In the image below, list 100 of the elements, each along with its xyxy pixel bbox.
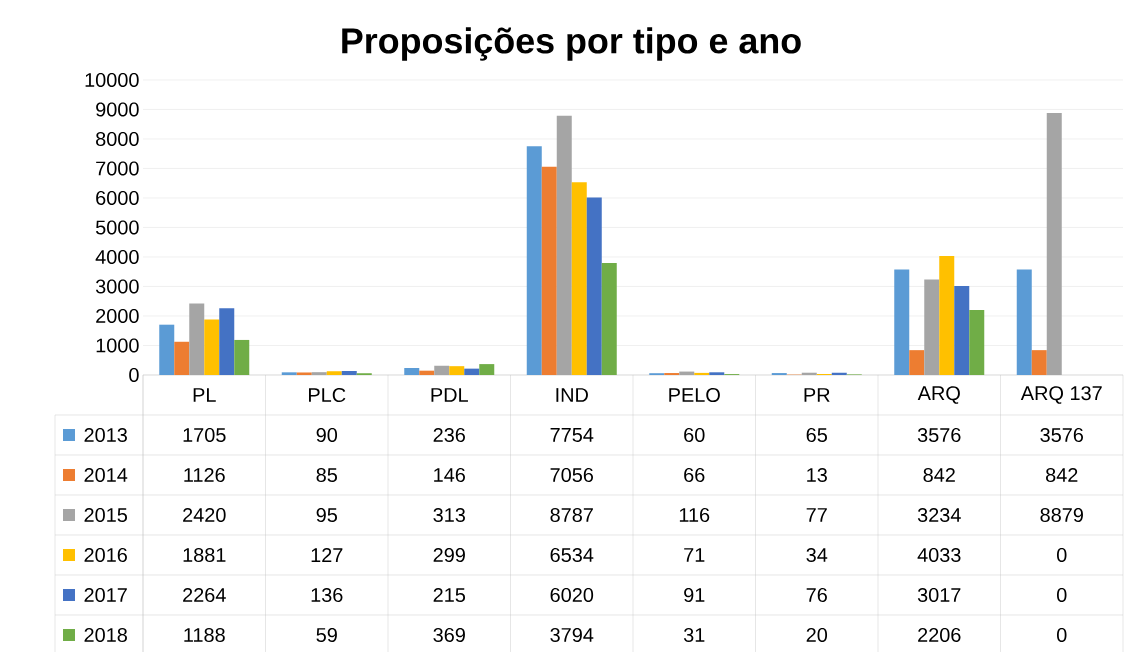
x-tick-label: IND [556,388,588,402]
y-tick-label: 9000 [96,102,139,117]
x-tick-label: ARQ 137 [1020,386,1102,404]
bar [1046,113,1062,375]
data-label: 3234 [917,507,961,523]
data-label: 31 [683,627,705,643]
bar [571,182,587,375]
data-label: 2206 [918,627,961,643]
bar [204,319,220,375]
data-label: 3576 [917,427,961,443]
bar [894,269,910,375]
y-tick-label: 10000 [85,72,139,88]
bar [939,256,955,375]
data-label: 1881 [183,547,226,563]
bar [541,166,557,375]
legend-label: 2014 [84,467,128,483]
data-label: 842 [1045,467,1078,483]
bar [419,370,435,375]
data-label: 91 [684,587,705,603]
data-label: 90 [316,427,338,443]
data-label: 85 [316,467,337,483]
bar [954,285,970,375]
bar [464,368,480,375]
legend-label: 2013 [84,427,127,443]
x-tick-label: PR [804,388,830,402]
data-label: 60 [684,427,705,443]
bar [326,371,342,375]
bar [296,372,312,375]
data-label: 66 [684,467,705,483]
data-label: 65 [806,427,827,443]
y-tick-label: 1000 [96,338,139,353]
bar [434,365,450,375]
chart-title: Proposições por tipo e ano [342,27,801,61]
data-label: 1188 [184,627,225,643]
bar [341,370,357,375]
data-label: 127 [311,548,343,562]
bar [219,308,235,375]
x-tick-label: PL [193,388,216,402]
data-label: 71 [684,548,705,562]
data-label: 95 [316,507,337,523]
y-tick-label: 8000 [96,131,139,147]
data-label: 0 [1056,627,1067,643]
bar [586,197,602,375]
data-label: 6534 [550,547,594,563]
data-label: 136 [311,587,343,603]
data-label: 116 [679,507,710,523]
bar [969,309,985,375]
y-tick-label: 5000 [95,220,139,235]
bar [311,372,327,375]
bar [449,366,465,375]
data-label: 236 [433,427,465,443]
bar [281,372,297,375]
data-label: 20 [806,627,828,643]
bar [709,372,725,375]
data-label: 1126 [184,467,225,483]
data-label: 77 [806,508,827,522]
bar [1031,350,1047,375]
data-label: 842 [923,467,955,483]
data-label: 7754 [550,428,594,442]
data-label: 76 [806,587,827,603]
bar [479,364,495,375]
bar [189,303,205,375]
data-label: 8787 [550,507,593,523]
bar [1016,269,1032,375]
data-label: 3794 [550,627,594,643]
legend-label: 2016 [84,547,127,563]
legend-label: 2018 [84,627,127,643]
data-label: 3576 [1040,427,1084,443]
bar [234,339,250,375]
data-label: 2420 [183,507,226,523]
data-label: 7056 [550,467,594,483]
data-label: 13 [807,467,827,483]
x-tick-label: PDL [431,388,468,402]
data-label: 6020 [550,587,594,603]
y-tick-label: 6000 [96,190,139,206]
data-label: 0 [1056,547,1067,563]
y-tick-label: 4000 [95,249,139,265]
x-tick-label: PELO [669,387,720,403]
y-tick-label: 3000 [95,279,139,294]
legend-label: 2017 [84,587,127,603]
bar [404,368,420,375]
bar [159,324,175,375]
data-label: 369 [433,627,465,643]
data-label: 2264 [183,587,226,603]
legend-label: 2015 [84,507,128,523]
data-label: 146 [434,467,465,483]
data-label: 3017 [917,587,961,603]
data-label: 299 [433,547,465,563]
bar [556,115,572,375]
bar [909,350,925,375]
data-label: 59 [316,627,337,643]
bar [526,146,542,375]
y-tick-label: 7000 [96,161,139,176]
bar [174,341,190,375]
bar [601,263,617,375]
x-tick-label: ARQ [917,386,960,404]
data-label: 1705 [183,427,226,443]
y-tick-label: 0 [129,367,139,383]
bar [694,372,710,375]
data-label: 215 [433,587,466,603]
